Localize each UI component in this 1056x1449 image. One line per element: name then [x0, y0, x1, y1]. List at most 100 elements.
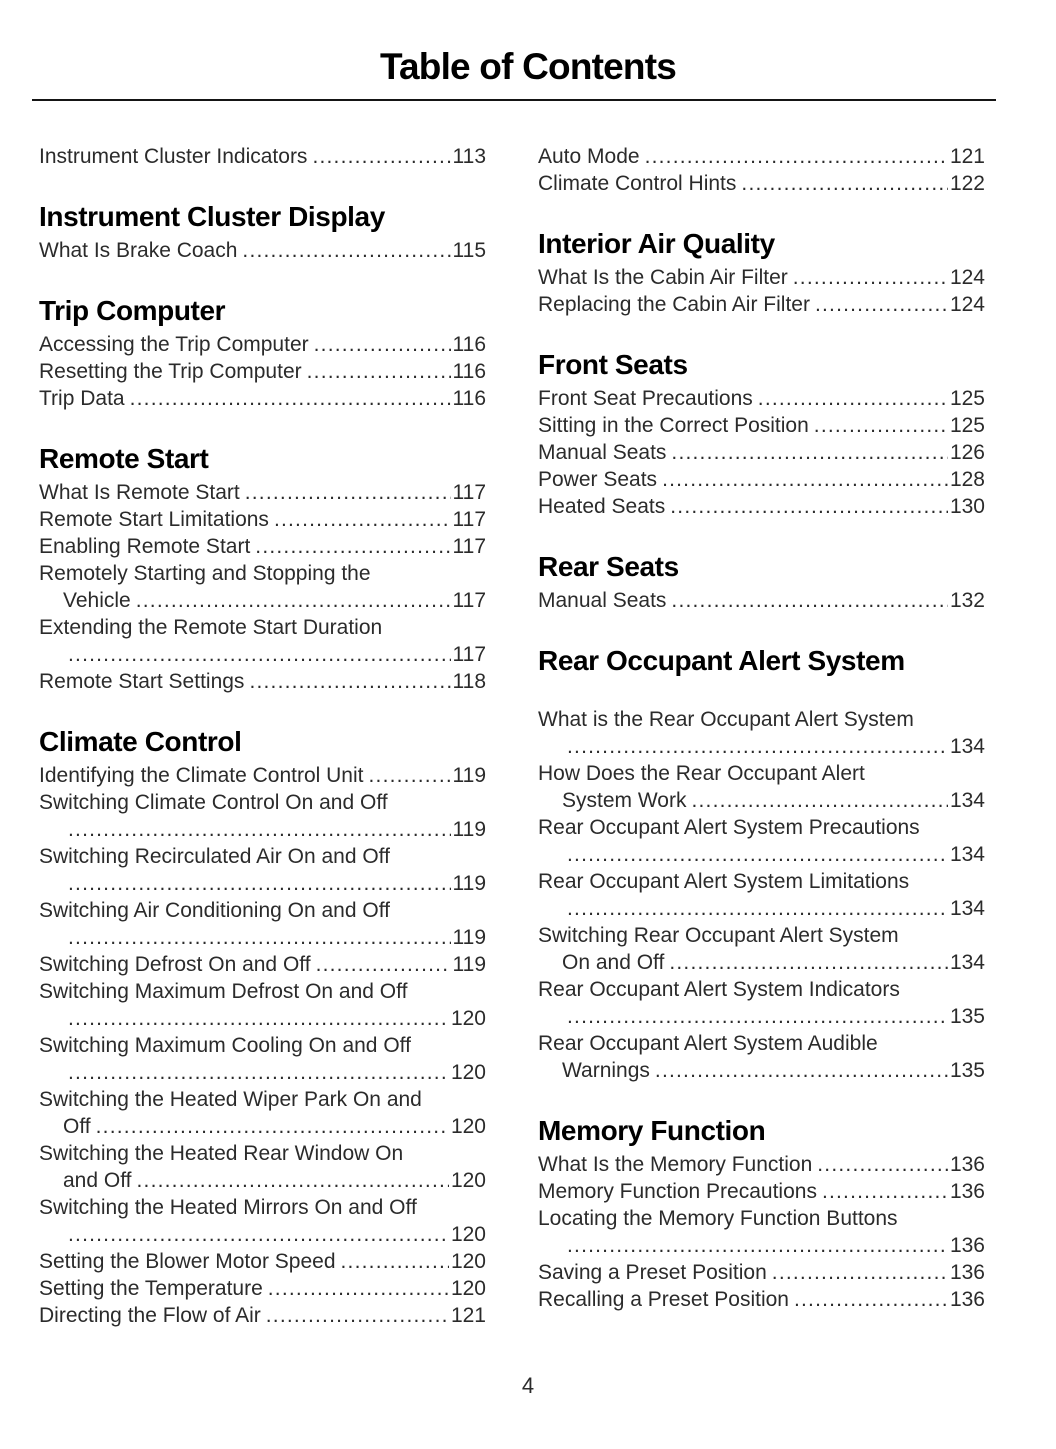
entry-page-number: 126: [949, 441, 985, 464]
entry-text-line: Locating the Memory Function Buttons: [538, 1207, 898, 1230]
toc-entry: Locating the Memory Function Buttons....…: [538, 1205, 985, 1259]
dot-leader: ........................................…: [671, 589, 948, 612]
entry-page-number: 120: [450, 1223, 486, 1246]
dot-leader: ........................................…: [306, 360, 451, 383]
dot-leader: ........................................…: [567, 1234, 948, 1257]
toc-entry: Switching the Heated Rear Window On and O…: [39, 1140, 486, 1194]
entry-last-line: Heated Seats............................…: [538, 493, 985, 520]
toc-entry: Front Seat Precautions..................…: [538, 385, 985, 412]
entry-page-number: 118: [452, 670, 486, 693]
title-rule: [32, 99, 996, 101]
entry-text-line: Switching the Heated Rear Window On: [39, 1142, 404, 1165]
entry-text-line: Switching the Heated Wiper Park On and: [39, 1088, 422, 1111]
dot-leader: ........................................…: [267, 1277, 449, 1300]
entry-page-number: 134: [949, 897, 985, 920]
entry-text-line: Switching the Heated Mirrors On and Off: [39, 1196, 417, 1219]
entry-text-line: Extending the Remote Start Duration: [39, 616, 383, 639]
dot-leader: ........................................…: [813, 414, 948, 437]
entry-last-line: Setting the Temperature.................…: [39, 1275, 486, 1302]
toc-entry: Setting the Blower Motor Speed..........…: [39, 1248, 486, 1275]
entry-last-line: Manual Seats............................…: [538, 587, 985, 614]
entry-last-line: Identifying the Climate Control Unit....…: [39, 762, 486, 789]
section-heading: Climate Control: [39, 726, 242, 757]
entry-text: Manual Seats: [538, 589, 667, 612]
toc-section: Climate Control Identifying the Climate C…: [39, 725, 486, 1329]
dot-leader: ........................................…: [771, 1261, 948, 1284]
entry-page-number: 136: [949, 1153, 985, 1176]
entry-page-number: 120: [450, 1250, 486, 1273]
section-heading: Remote Start: [39, 443, 209, 474]
toc-entry: What Is the Cabin Air Filter............…: [538, 264, 985, 291]
toc-entry: Memory Function Precautions.............…: [538, 1178, 985, 1205]
toc-section: Rear Occupant Alert System What is the Re…: [538, 644, 985, 1084]
entry-last-line: Memory Function Precautions.............…: [538, 1178, 985, 1205]
entry-text: Resetting the Trip Computer: [39, 360, 302, 383]
dot-leader: ........................................…: [662, 468, 948, 491]
entry-text: What Is Brake Coach: [39, 239, 238, 262]
entry-page-number: 128: [949, 468, 985, 491]
entry-last-line: Off.....................................…: [39, 1113, 486, 1140]
entry-text-line: Switching Climate Control On and Off: [39, 791, 388, 814]
entry-last-line: ........................................…: [538, 895, 985, 922]
toc-entry: Switching Maximum Cooling On and Off....…: [39, 1032, 486, 1086]
entry-text: Directing the Flow of Air: [39, 1304, 261, 1327]
entry-page-number: 136: [949, 1261, 985, 1284]
dot-leader: ........................................…: [273, 508, 451, 531]
dot-leader: ........................................…: [567, 843, 948, 866]
entry-page-number: 119: [452, 926, 486, 949]
dot-leader: ........................................…: [315, 953, 451, 976]
toc-entry: What is the Rear Occupant Alert System..…: [538, 706, 985, 760]
toc-entry: Trip Data...............................…: [39, 385, 486, 412]
entry-text: Recalling a Preset Position: [538, 1288, 789, 1311]
toc-section: Front Seats Front Seat Precautions.......…: [538, 348, 985, 520]
entry-last-line: and Off.................................…: [39, 1167, 486, 1194]
toc-entry: Saving a Preset Position................…: [538, 1259, 985, 1286]
entry-text: Front Seat Precautions: [538, 387, 753, 410]
section-heading: Rear Seats: [538, 551, 679, 582]
entry-last-line: ........................................…: [39, 641, 486, 668]
toc-entry: How Does the Rear Occupant Alert System W…: [538, 760, 985, 814]
entry-last-line: Auto Mode...............................…: [538, 143, 985, 170]
entry-text-line: Rear Occupant Alert System Limitations: [538, 870, 910, 893]
entry-last-line: ........................................…: [39, 1005, 486, 1032]
entry-page-number: 135: [949, 1005, 985, 1028]
dot-leader: ........................................…: [792, 266, 948, 289]
entry-page-number: 125: [949, 387, 985, 410]
entry-last-line: What Is the Memory Function.............…: [538, 1151, 985, 1178]
entry-text: Memory Function Precautions: [538, 1180, 817, 1203]
entry-text: Trip Data: [39, 387, 125, 410]
toc-section: Auto Mode...............................…: [538, 143, 985, 197]
entry-page-number: 134: [949, 735, 985, 758]
entry-text: Remote Start Limitations: [39, 508, 269, 531]
toc-entry: Remote Start Limitations................…: [39, 506, 486, 533]
entry-last-line: Vehicle.................................…: [39, 587, 486, 614]
entry-last-line: ........................................…: [538, 1232, 985, 1259]
toc-section: Interior Air Quality What Is the Cabin Ai…: [538, 227, 985, 318]
toc-entry: What Is Brake Coach.....................…: [39, 237, 486, 264]
entry-text-line: What is the Rear Occupant Alert System: [538, 708, 914, 731]
entry-page-number: 136: [949, 1288, 985, 1311]
entry-text: Climate Control Hints: [538, 172, 737, 195]
entry-text: Vehicle: [63, 589, 131, 612]
entry-page-number: 116: [452, 387, 486, 410]
entry-page-number: 124: [949, 266, 985, 289]
entry-last-line: Enabling Remote Start...................…: [39, 533, 486, 560]
entry-last-line: What Is Brake Coach.....................…: [39, 237, 486, 264]
dot-leader: ........................................…: [644, 145, 948, 168]
section-heading: Memory Function: [538, 1115, 766, 1146]
entry-text: Power Seats: [538, 468, 658, 491]
entry-text: Off: [63, 1115, 91, 1138]
entry-page-number: 136: [949, 1180, 985, 1203]
entry-page-number: 124: [949, 293, 985, 316]
dot-leader: ........................................…: [68, 818, 451, 841]
toc-columns: Instrument Cluster Indicators...........…: [39, 143, 985, 1329]
toc-entry: Sitting in the Correct Position.........…: [538, 412, 985, 439]
entry-last-line: Switching Defrost On and Off............…: [39, 951, 486, 978]
entry-text: Sitting in the Correct Position: [538, 414, 809, 437]
toc-entry: Identifying the Climate Control Unit....…: [39, 762, 486, 789]
toc-section: Rear Seats Manual Seats..................…: [538, 550, 985, 614]
entry-page-number: 125: [949, 414, 985, 437]
section-heading: Front Seats: [538, 349, 688, 380]
entry-page-number: 117: [452, 589, 486, 612]
